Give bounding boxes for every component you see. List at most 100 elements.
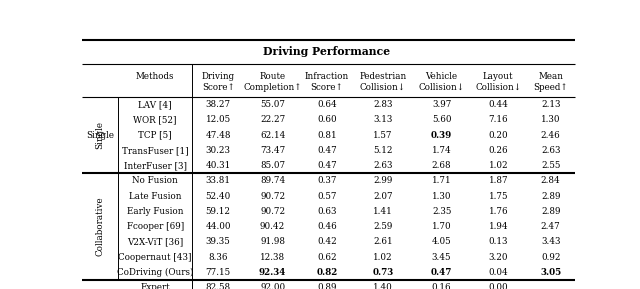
Text: 5.60: 5.60 [432,115,451,124]
Text: Route: Route [260,72,285,81]
Text: Driving Performance: Driving Performance [264,47,390,58]
Text: 47.48: 47.48 [205,131,231,140]
Text: 1.02: 1.02 [373,253,393,262]
Text: 2.46: 2.46 [541,131,561,140]
Text: 2.99: 2.99 [373,176,392,185]
Text: 0.47: 0.47 [317,146,337,155]
Text: 90.72: 90.72 [260,192,285,201]
Text: 82.58: 82.58 [205,283,231,289]
Text: Methods: Methods [136,72,175,81]
Text: 2.89: 2.89 [541,207,561,216]
Text: 59.12: 59.12 [205,207,230,216]
Text: Collaborative: Collaborative [96,197,105,256]
Text: Vehicle: Vehicle [426,72,458,81]
Text: 1.57: 1.57 [373,131,392,140]
Text: 2.61: 2.61 [373,237,393,246]
Text: Collision↓: Collision↓ [476,83,522,92]
Text: Score↑: Score↑ [202,83,235,92]
Text: Layout: Layout [483,72,513,81]
Text: TCP [5]: TCP [5] [138,131,172,140]
Text: 0.39: 0.39 [431,131,452,140]
Text: 44.00: 44.00 [205,222,231,231]
Text: 3.13: 3.13 [373,115,392,124]
Text: 2.89: 2.89 [541,192,561,201]
Text: InterFuser [3]: InterFuser [3] [124,161,187,170]
Text: LAV [4]: LAV [4] [138,100,172,109]
Text: 0.73: 0.73 [372,268,394,277]
Text: Collision↓: Collision↓ [419,83,465,92]
Text: 2.63: 2.63 [541,146,561,155]
Text: 33.81: 33.81 [205,176,230,185]
Text: 5.12: 5.12 [373,146,392,155]
Text: Collision↓: Collision↓ [360,83,406,92]
Text: Coopernaut [43]: Coopernaut [43] [118,253,192,262]
Text: 0.13: 0.13 [488,237,508,246]
Text: 4.05: 4.05 [432,237,451,246]
Text: 0.81: 0.81 [317,131,337,140]
Text: Mean: Mean [538,72,563,81]
Text: 89.74: 89.74 [260,176,285,185]
Text: 12.38: 12.38 [260,253,285,262]
Text: 92.34: 92.34 [259,268,286,277]
Text: 2.84: 2.84 [541,176,561,185]
Text: 91.98: 91.98 [260,237,285,246]
Text: 0.64: 0.64 [317,100,337,109]
Text: 2.47: 2.47 [541,222,561,231]
Text: 0.16: 0.16 [432,283,451,289]
Text: Expert: Expert [140,283,170,289]
Text: CoDriving (Ours): CoDriving (Ours) [117,268,193,277]
Text: Pedestrian: Pedestrian [359,72,406,81]
Text: 52.40: 52.40 [205,192,231,201]
Text: 1.30: 1.30 [432,192,451,201]
Text: 73.47: 73.47 [260,146,285,155]
Text: 0.00: 0.00 [488,283,508,289]
Text: 85.07: 85.07 [260,161,285,170]
Text: Single: Single [96,121,105,149]
Text: Score↑: Score↑ [310,83,344,92]
Text: 0.57: 0.57 [317,192,337,201]
Text: 62.14: 62.14 [260,131,285,140]
Text: 3.97: 3.97 [432,100,451,109]
Text: 0.04: 0.04 [488,268,508,277]
Text: 3.45: 3.45 [432,253,451,262]
Text: 2.07: 2.07 [373,192,393,201]
Text: 0.42: 0.42 [317,237,337,246]
Text: 40.31: 40.31 [205,161,231,170]
Text: Completion↑: Completion↑ [243,83,302,92]
Text: 0.20: 0.20 [488,131,508,140]
Text: 0.82: 0.82 [316,268,338,277]
Text: 3.05: 3.05 [540,268,561,277]
Text: 0.47: 0.47 [317,161,337,170]
Text: 2.59: 2.59 [373,222,392,231]
Text: WOR [52]: WOR [52] [134,115,177,124]
Text: 2.83: 2.83 [373,100,392,109]
Text: 2.55: 2.55 [541,161,561,170]
Text: 1.71: 1.71 [432,176,451,185]
Text: 3.20: 3.20 [488,253,508,262]
Text: 30.23: 30.23 [205,146,230,155]
Text: 0.37: 0.37 [317,176,337,185]
Text: 1.02: 1.02 [488,161,508,170]
Text: 90.72: 90.72 [260,207,285,216]
Text: 1.30: 1.30 [541,115,561,124]
Text: 1.94: 1.94 [488,222,508,231]
Text: 1.70: 1.70 [432,222,451,231]
Text: 0.63: 0.63 [317,207,337,216]
Text: 1.87: 1.87 [488,176,508,185]
Text: Late Fusion: Late Fusion [129,192,182,201]
Text: 1.75: 1.75 [488,192,508,201]
Text: 0.46: 0.46 [317,222,337,231]
Text: 92.00: 92.00 [260,283,285,289]
Text: Fcooper [69]: Fcooper [69] [127,222,184,231]
Text: 90.42: 90.42 [260,222,285,231]
Text: 77.15: 77.15 [205,268,231,277]
Text: 55.07: 55.07 [260,100,285,109]
Text: TransFuser [1]: TransFuser [1] [122,146,189,155]
Text: 1.76: 1.76 [488,207,508,216]
Text: 0.92: 0.92 [541,253,561,262]
Text: 12.05: 12.05 [205,115,231,124]
Text: 0.60: 0.60 [317,115,337,124]
Text: 0.26: 0.26 [488,146,508,155]
Text: 39.35: 39.35 [206,237,230,246]
Text: 3.43: 3.43 [541,237,561,246]
